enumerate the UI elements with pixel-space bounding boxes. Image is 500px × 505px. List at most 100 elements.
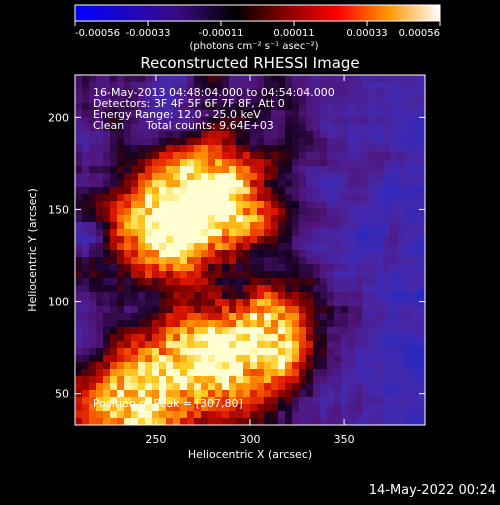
heatmap-cell <box>187 208 195 216</box>
heatmap-cell <box>313 264 321 272</box>
heatmap-cell <box>236 110 244 118</box>
heatmap-cell <box>362 166 370 174</box>
heatmap-cell <box>292 404 300 412</box>
heatmap-cell <box>173 313 181 321</box>
heatmap-cell <box>299 124 307 132</box>
heatmap-cell <box>320 418 328 425</box>
heatmap-cell <box>180 159 188 167</box>
heatmap-cell <box>327 383 335 391</box>
heatmap-cell <box>243 397 251 405</box>
heatmap-cell <box>180 271 188 279</box>
heatmap-cell <box>355 159 363 167</box>
heatmap-cell <box>383 362 391 370</box>
heatmap-cell <box>250 306 258 314</box>
heatmap-cell <box>376 334 384 342</box>
heatmap-cell <box>327 334 335 342</box>
heatmap-cell <box>362 145 370 153</box>
heatmap-cell <box>299 411 307 419</box>
heatmap-cell <box>194 285 202 293</box>
heatmap-cell <box>362 152 370 160</box>
heatmap-cell <box>138 110 146 118</box>
heatmap-cell <box>159 187 167 195</box>
heatmap-cell <box>250 376 258 384</box>
heatmap-cell <box>180 369 188 377</box>
heatmap-cell <box>124 341 132 349</box>
heatmap-cell <box>271 89 279 97</box>
heatmap-cell <box>180 187 188 195</box>
heatmap-cell <box>236 299 244 307</box>
heatmap-cell <box>348 208 356 216</box>
heatmap-cell <box>320 236 328 244</box>
heatmap-cell <box>215 313 223 321</box>
heatmap-cell <box>306 348 314 356</box>
heatmap-cell <box>159 299 167 307</box>
heatmap-cell <box>278 243 286 251</box>
heatmap-cell <box>138 145 146 153</box>
heatmap-cell <box>362 369 370 377</box>
heatmap-cell <box>292 327 300 335</box>
heatmap-cell <box>103 299 111 307</box>
heatmap-cell <box>313 145 321 153</box>
heatmap-cell <box>397 264 405 272</box>
heatmap-cell <box>89 145 97 153</box>
heatmap-cell <box>355 348 363 356</box>
heatmap-cell <box>278 320 286 328</box>
heatmap-cell <box>390 355 398 363</box>
heatmap-cell <box>194 208 202 216</box>
heatmap-cell <box>418 152 425 160</box>
heatmap-cell <box>208 278 216 286</box>
heatmap-cell <box>180 383 188 391</box>
heatmap-cell <box>369 397 377 405</box>
heatmap-cell <box>376 131 384 139</box>
heatmap-cell <box>96 194 104 202</box>
heatmap-cell <box>397 152 405 160</box>
heatmap-cell <box>208 418 216 425</box>
heatmap-cell <box>229 96 237 104</box>
heatmap-cell <box>411 369 419 377</box>
heatmap-cell <box>285 264 293 272</box>
heatmap-cell <box>103 201 111 209</box>
heatmap-cell <box>173 243 181 251</box>
heatmap-cell <box>103 82 111 90</box>
heatmap-cell <box>418 334 425 342</box>
heatmap-cell <box>285 369 293 377</box>
heatmap-cell <box>250 173 258 181</box>
heatmap-cell <box>159 292 167 300</box>
heatmap-cell <box>383 152 391 160</box>
heatmap-cell <box>320 208 328 216</box>
heatmap-cell <box>418 285 425 293</box>
heatmap-cell <box>236 173 244 181</box>
heatmap-cell <box>173 110 181 118</box>
heatmap-cell <box>292 362 300 370</box>
heatmap-cell <box>313 348 321 356</box>
heatmap-cell <box>145 348 153 356</box>
heatmap-cell <box>194 96 202 104</box>
heatmap-cell <box>285 320 293 328</box>
heatmap-cell <box>376 229 384 237</box>
heatmap-cell <box>292 271 300 279</box>
heatmap-cell <box>383 390 391 398</box>
heatmap-cell <box>348 390 356 398</box>
heatmap-cell <box>103 418 111 425</box>
heatmap-cell <box>152 89 160 97</box>
heatmap-cell <box>96 418 104 425</box>
heatmap-cell <box>208 187 216 195</box>
annotation-counts: Total counts: 9.64E+03 <box>145 119 274 132</box>
heatmap-cell <box>313 257 321 265</box>
heatmap-cell <box>355 390 363 398</box>
heatmap-cell <box>292 229 300 237</box>
heatmap-cell <box>173 124 181 132</box>
heatmap-cell <box>327 397 335 405</box>
heatmap-cell <box>390 362 398 370</box>
heatmap-cell <box>292 124 300 132</box>
heatmap-cell <box>117 138 125 146</box>
heatmap-cell <box>173 376 181 384</box>
heatmap-cell <box>117 110 125 118</box>
heatmap-cell <box>390 201 398 209</box>
heatmap-cell <box>334 271 342 279</box>
heatmap-cell <box>180 306 188 314</box>
heatmap-cell <box>194 124 202 132</box>
heatmap-cell <box>166 334 174 342</box>
heatmap-cell <box>75 292 83 300</box>
heatmap-cell <box>201 306 209 314</box>
